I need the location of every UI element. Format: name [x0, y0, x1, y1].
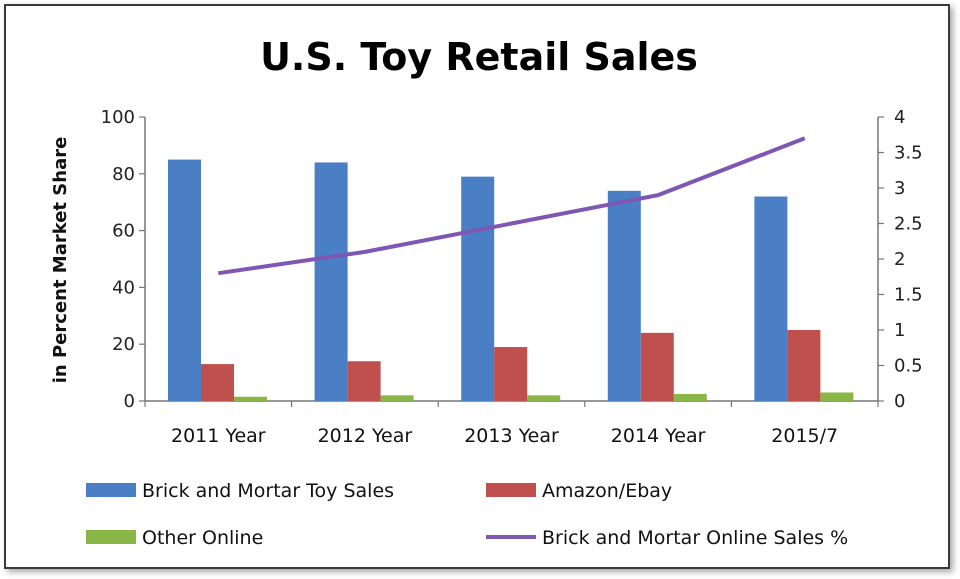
y-tick-label: 100 — [101, 107, 135, 128]
x-tick-label: 2015/7 — [771, 425, 838, 447]
legend-label: Amazon/Ebay — [542, 480, 672, 502]
y-tick-label: 0 — [124, 391, 135, 412]
bar — [754, 196, 788, 401]
legend-swatch — [86, 483, 136, 497]
bar — [820, 392, 854, 401]
y2-tick-label: 0.5 — [894, 356, 923, 377]
legend-swatch — [486, 483, 536, 497]
bar — [380, 395, 414, 401]
legend-swatch — [86, 530, 136, 544]
y2-tick-label: 2 — [894, 249, 905, 270]
x-tick-label: 2013 Year — [464, 425, 559, 447]
y2-tick-label: 2.5 — [894, 214, 923, 235]
chart-title: U.S. Toy Retail Sales — [260, 35, 698, 79]
x-tick-label: 2012 Year — [318, 425, 413, 447]
bar — [607, 190, 641, 401]
series-line — [218, 136, 806, 276]
bar — [347, 361, 381, 401]
bar — [234, 396, 267, 401]
y2-tick-label: 3.5 — [894, 143, 923, 164]
y2-tick-label: 1.5 — [894, 285, 923, 306]
y2-tick-label: 4 — [894, 107, 905, 128]
bar — [787, 330, 821, 401]
legend-label: Other Online — [142, 527, 263, 549]
bar — [527, 395, 561, 401]
bar — [201, 364, 234, 401]
legend-label: Brick and Mortar Toy Sales — [142, 480, 394, 502]
plot-area: 0 20 40 60 80 100 0 0.5 1 1.5 2 2.5 3 3.5 4 2011 Year 20… — [101, 107, 923, 447]
legend: Brick and Mortar Toy Sales Amazon/Ebay Oth… — [86, 480, 848, 549]
legend-label: Brick and Mortar Online Sales % — [542, 527, 848, 549]
y2-tick-label: 0 — [894, 391, 905, 412]
y-tick-label: 80 — [112, 164, 135, 185]
y-axis-label: in Percent Market Share — [50, 137, 71, 384]
bar — [673, 393, 707, 401]
bar — [168, 159, 201, 401]
bar — [494, 347, 528, 401]
y-tick-label: 60 — [112, 221, 135, 242]
y2-tick-label: 3 — [894, 178, 905, 199]
y-tick-label: 40 — [112, 277, 135, 298]
bar — [640, 332, 674, 401]
y2-tick-label: 1 — [894, 320, 905, 341]
bar — [314, 162, 348, 401]
x-tick-label: 2011 Year — [171, 425, 266, 447]
y-tick-label: 20 — [112, 334, 135, 355]
x-tick-label: 2014 Year — [611, 425, 706, 447]
bar — [461, 176, 495, 401]
